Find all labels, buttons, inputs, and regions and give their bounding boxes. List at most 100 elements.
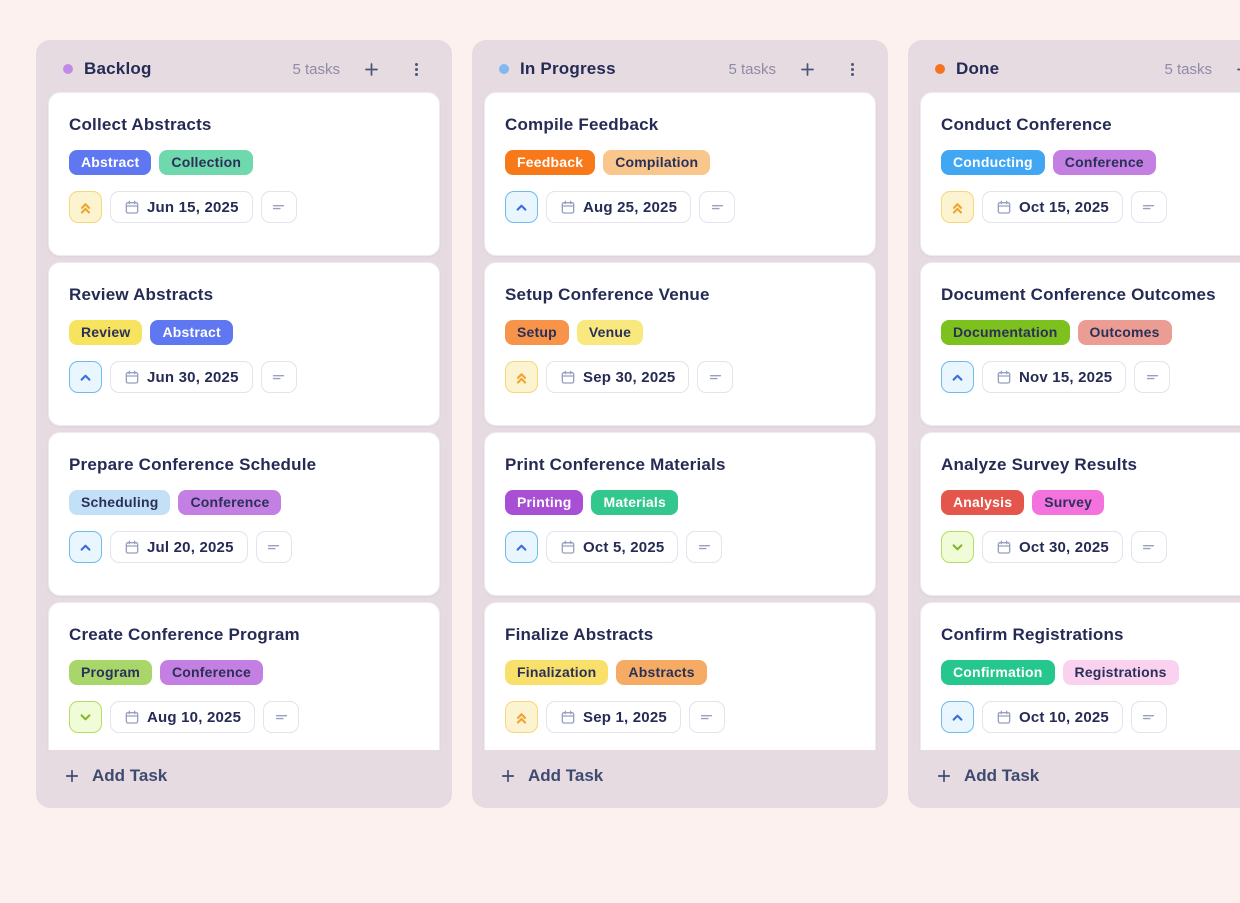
description-button[interactable] <box>260 191 297 223</box>
chevron-up-icon <box>516 204 527 211</box>
task-card[interactable]: Analyze Survey Results Analysis Survey Oc… <box>920 432 1240 596</box>
task-meta: Jun 15, 2025 <box>69 191 419 223</box>
task-meta: Aug 25, 2025 <box>505 191 855 223</box>
task-card[interactable]: Review Abstracts Review Abstract Jun 30, … <box>48 262 440 426</box>
column-add-button[interactable] <box>1229 55 1240 83</box>
task-title: Review Abstracts <box>69 285 214 304</box>
task-card[interactable]: Create Conference Program Program Confere… <box>48 602 440 750</box>
task-meta: Jul 20, 2025 <box>69 531 419 563</box>
description-button[interactable] <box>260 361 297 393</box>
task-card[interactable]: Compile Feedback Feedback Compilation Aug… <box>484 92 876 256</box>
chevrons-up-icon <box>516 372 527 384</box>
column-title: Backlog <box>84 59 152 78</box>
chevrons-up-icon <box>952 202 963 214</box>
add-task-button[interactable]: Add Task <box>36 750 452 808</box>
description-button[interactable] <box>255 531 292 563</box>
tag: Materials <box>591 490 678 515</box>
task-card[interactable]: Setup Conference Venue Setup Venue Sep 30… <box>484 262 876 426</box>
description-button[interactable] <box>263 701 300 733</box>
due-date: Oct 30, 2025 <box>1019 538 1109 556</box>
task-card[interactable]: Collect Abstracts Abstract Collection Jun… <box>48 92 440 256</box>
task-card[interactable]: Prepare Conference Schedule Scheduling Co… <box>48 432 440 596</box>
task-card[interactable]: Confirm Registrations Confirmation Regist… <box>920 602 1240 750</box>
description-button[interactable] <box>1134 361 1171 393</box>
column-menu-button[interactable] <box>838 55 866 83</box>
priority-badge[interactable] <box>505 361 538 393</box>
due-date-chip[interactable]: Sep 1, 2025 <box>546 701 681 733</box>
board-column: Done 5 tasks Conduct Conference Conducti… <box>908 40 1240 808</box>
description-button[interactable] <box>688 701 725 733</box>
due-date-chip[interactable]: Aug 25, 2025 <box>546 191 692 223</box>
task-title: Print Conference Materials <box>505 455 726 474</box>
tag: Registrations <box>1062 660 1179 685</box>
add-task-label: Add Task <box>964 766 1040 785</box>
due-date-chip[interactable]: Aug 10, 2025 <box>110 701 256 733</box>
notes-lines-icon <box>698 544 711 549</box>
chevrons-up-icon <box>516 712 527 724</box>
add-task-button[interactable]: Add Task <box>472 750 888 808</box>
task-card[interactable]: Finalize Abstracts Finalization Abstracts… <box>484 602 876 750</box>
due-date-chip[interactable]: Jun 15, 2025 <box>110 191 253 223</box>
due-date-chip[interactable]: Oct 15, 2025 <box>982 191 1123 223</box>
add-task-button[interactable]: Add Task <box>908 750 1240 808</box>
column-status-dot <box>499 64 509 74</box>
task-tags: Documentation Outcomes <box>941 320 1240 345</box>
task-tags: Abstract Collection <box>69 150 419 175</box>
task-card[interactable]: Document Conference Outcomes Documentati… <box>920 262 1240 426</box>
description-button[interactable] <box>1130 531 1167 563</box>
description-button[interactable] <box>1130 191 1167 223</box>
chevron-up-icon <box>952 374 963 381</box>
priority-badge[interactable] <box>69 701 102 733</box>
description-button[interactable] <box>686 531 723 563</box>
column-add-button[interactable] <box>357 55 385 83</box>
due-date-chip[interactable]: Oct 10, 2025 <box>982 701 1123 733</box>
description-button[interactable] <box>699 191 736 223</box>
chevrons-up-icon <box>80 202 91 214</box>
column-add-button[interactable] <box>793 55 821 83</box>
column-task-count: 5 tasks <box>292 60 340 78</box>
calendar-icon <box>561 370 575 384</box>
priority-badge[interactable] <box>941 361 974 393</box>
board-column: Backlog 5 tasks Collect Abstracts Abstra… <box>36 40 452 808</box>
due-date-chip[interactable]: Nov 15, 2025 <box>982 361 1127 393</box>
due-date-chip[interactable]: Jul 20, 2025 <box>110 531 248 563</box>
task-title: Document Conference Outcomes <box>941 285 1216 304</box>
notes-lines-icon <box>1143 544 1155 549</box>
column-menu-button[interactable] <box>402 55 430 83</box>
column-title: Done <box>956 59 1000 78</box>
due-date-chip[interactable]: Sep 30, 2025 <box>546 361 690 393</box>
due-date-chip[interactable]: Jun 30, 2025 <box>110 361 253 393</box>
task-card[interactable]: Conduct Conference Conducting Conference … <box>920 92 1240 256</box>
calendar-icon <box>997 200 1011 214</box>
column-task-count: 5 tasks <box>728 60 776 78</box>
task-meta: Aug 10, 2025 <box>69 701 419 733</box>
description-button[interactable] <box>697 361 734 393</box>
priority-badge[interactable] <box>941 701 974 733</box>
priority-badge[interactable] <box>941 191 974 223</box>
due-date: Sep 1, 2025 <box>583 708 667 726</box>
task-tags: Printing Materials <box>505 490 855 515</box>
notes-lines-icon <box>1143 204 1155 209</box>
priority-badge[interactable] <box>941 531 974 563</box>
task-tags: Feedback Compilation <box>505 150 855 175</box>
add-task-label: Add Task <box>92 766 168 785</box>
priority-badge[interactable] <box>69 191 102 223</box>
due-date: Jun 15, 2025 <box>147 198 239 216</box>
priority-badge[interactable] <box>505 701 538 733</box>
notes-lines-icon <box>709 374 722 379</box>
task-tags: Confirmation Registrations <box>941 660 1240 685</box>
description-button[interactable] <box>1130 701 1167 733</box>
calendar-icon <box>997 370 1011 384</box>
tag: Compilation <box>603 150 711 175</box>
priority-badge[interactable] <box>69 531 102 563</box>
task-meta: Oct 5, 2025 <box>505 531 855 563</box>
task-tags: Conducting Conference <box>941 150 1240 175</box>
priority-badge[interactable] <box>505 191 538 223</box>
tag: Documentation <box>941 320 1070 345</box>
due-date-chip[interactable]: Oct 5, 2025 <box>546 531 679 563</box>
plus-icon <box>1236 68 1240 70</box>
priority-badge[interactable] <box>505 531 538 563</box>
task-card[interactable]: Print Conference Materials Printing Mater… <box>484 432 876 596</box>
priority-badge[interactable] <box>69 361 102 393</box>
due-date-chip[interactable]: Oct 30, 2025 <box>982 531 1123 563</box>
